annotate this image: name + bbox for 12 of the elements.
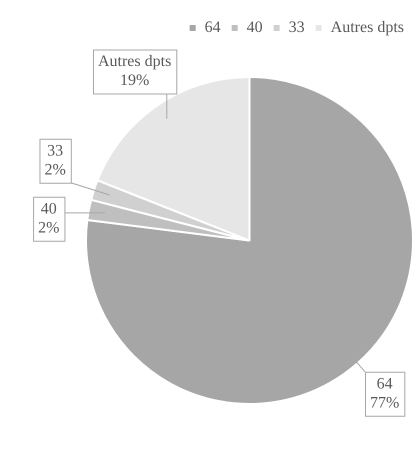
data-label: 19% <box>120 72 150 90</box>
data-label: 77% <box>370 394 400 412</box>
legend-label: 40 <box>246 19 263 36</box>
data-label: 2% <box>38 219 60 236</box>
legend-label: 64 <box>204 19 221 36</box>
data-label: 2% <box>44 161 66 178</box>
legend-label: 33 <box>288 19 305 36</box>
legend-label: Autres dpts <box>330 19 404 36</box>
slice-label: 64 <box>376 376 393 393</box>
slice-label: 33 <box>47 142 64 160</box>
slice-label: 40 <box>40 200 57 218</box>
slice-label: Autres dpts <box>98 53 172 70</box>
